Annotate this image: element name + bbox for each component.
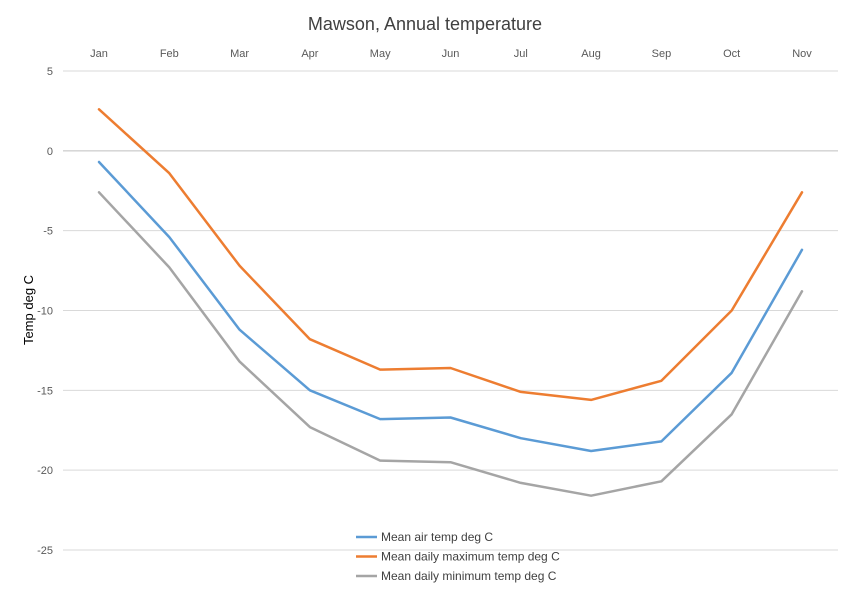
x-tick-label: Mar: [230, 48, 249, 60]
x-tick-label: Jul: [514, 48, 528, 60]
legend: Mean air temp deg C Mean daily maximum te…: [356, 530, 560, 583]
series-line-2: [97, 108, 804, 402]
y-tick-label: 5: [47, 66, 53, 78]
series-line-1: [97, 160, 804, 453]
y-axis-tick-labels: 5 0 -5 -10 -15 -20 -25: [37, 66, 53, 557]
legend-label: Mean air temp deg C: [381, 530, 493, 544]
legend-label: Mean daily minimum temp deg C: [381, 569, 557, 583]
series-lines: [97, 108, 804, 497]
x-tick-label: Aug: [581, 48, 601, 60]
x-tick-label: Apr: [301, 48, 318, 60]
x-axis-tick-labels: Jan Feb Mar Apr May Jun Jul Aug Sep Oct Nov: [90, 48, 812, 60]
x-tick-label: May: [370, 48, 391, 60]
y-tick-label: 0: [47, 146, 53, 158]
y-tick-label: -15: [37, 385, 53, 397]
y-tick-label: -20: [37, 465, 53, 477]
y-tick-label: -10: [37, 306, 53, 318]
y-tick-label: -25: [37, 545, 53, 557]
y-axis-title: Temp deg C: [21, 275, 36, 345]
legend-label: Mean daily maximum temp deg C: [381, 550, 560, 564]
x-tick-label: Feb: [160, 48, 179, 60]
x-tick-label: Nov: [792, 48, 812, 60]
x-tick-label: Jun: [442, 48, 460, 60]
x-tick-label: Oct: [723, 48, 740, 60]
chart-title: Mawson, Annual temperature: [308, 14, 542, 34]
x-tick-label: Sep: [652, 48, 672, 60]
y-tick-label: -5: [43, 226, 53, 238]
x-tick-label: Jan: [90, 48, 108, 60]
gridlines: [63, 70, 838, 551]
